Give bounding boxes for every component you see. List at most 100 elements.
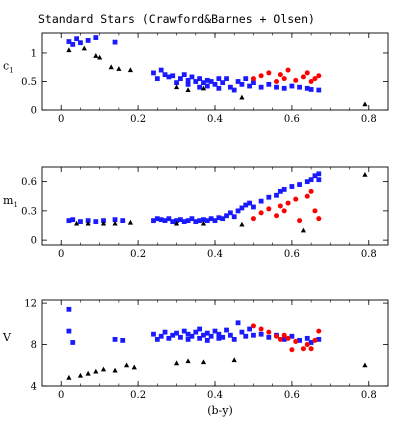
data-point-triangle: [100, 220, 107, 226]
y-axis-label: V: [2, 331, 12, 344]
data-point-circle: [258, 73, 264, 79]
data-point-square: [166, 216, 172, 222]
data-point-square: [239, 329, 245, 335]
data-point-square: [112, 336, 118, 342]
data-point-triangle: [185, 87, 191, 93]
y-tick-label: 12: [24, 299, 37, 310]
data-point-circle: [312, 76, 318, 82]
data-point-circle: [277, 336, 283, 342]
shared-x-axis-label: (b-y): [207, 404, 233, 417]
data-point-circle: [266, 70, 272, 76]
data-point-triangle: [77, 372, 84, 378]
data-point-square: [185, 331, 191, 337]
data-point-square: [235, 79, 241, 84]
data-point-square: [208, 216, 214, 222]
data-point-triangle: [108, 64, 114, 70]
data-point-circle: [277, 203, 283, 209]
data-point-square: [247, 83, 252, 89]
data-point-triangle: [200, 220, 207, 226]
x-tick-label: 0.6: [284, 114, 300, 125]
data-point-triangle: [362, 101, 368, 107]
data-point-square: [266, 81, 272, 87]
data-point-circle: [289, 347, 295, 353]
data-point-circle: [312, 208, 318, 214]
y-axis-label-main: V: [2, 331, 12, 344]
data-point-circle: [316, 328, 322, 334]
x-tick-label: 0.2: [130, 390, 146, 401]
data-point-triangle: [81, 45, 87, 51]
y-tick-label: 0.5: [21, 77, 37, 88]
data-point-triangle: [200, 359, 207, 365]
x-tick-label: 0: [58, 390, 64, 401]
data-point-circle: [293, 338, 299, 344]
data-point-square: [201, 217, 206, 223]
data-point-circle: [274, 213, 280, 219]
data-point-square: [162, 329, 168, 335]
x-tick-label: 0: [58, 249, 64, 260]
data-point-square: [247, 200, 252, 206]
data-point-square: [231, 214, 237, 220]
data-point-square: [224, 76, 229, 82]
data-point-square: [204, 218, 210, 224]
data-point-square: [93, 35, 99, 40]
data-point-square: [85, 218, 91, 224]
data-point-circle: [258, 210, 264, 216]
y-tick-label: 0: [31, 106, 37, 117]
data-point-square: [197, 76, 203, 82]
data-point-square: [208, 333, 214, 339]
data-point-square: [227, 84, 233, 90]
data-point-square: [204, 77, 210, 83]
data-point-square: [70, 42, 76, 47]
data-point-circle: [300, 74, 306, 80]
data-point-circle: [304, 70, 310, 76]
data-point-square: [112, 217, 118, 223]
data-point-square: [220, 80, 226, 86]
data-point-square: [170, 73, 176, 79]
data-point-square: [78, 219, 83, 224]
data-point-circle: [285, 200, 291, 206]
data-point-triangle: [97, 54, 103, 60]
data-point-square: [154, 76, 160, 82]
data-point-square: [304, 335, 310, 341]
data-point-square: [181, 219, 187, 224]
data-point-square: [178, 334, 183, 340]
y-axis-label: c1: [3, 60, 14, 75]
data-point-circle: [308, 346, 314, 352]
data-point-square: [181, 72, 187, 78]
data-point-square: [212, 328, 218, 334]
data-point-square: [178, 217, 183, 223]
data-point-square: [316, 336, 322, 342]
data-point-triangle: [231, 357, 237, 363]
data-point-square: [304, 85, 310, 91]
data-point-square: [251, 332, 256, 338]
data-point-square: [166, 74, 172, 80]
y-axis-label-sub: 1: [13, 201, 17, 209]
data-point-circle: [274, 333, 280, 339]
data-point-square: [258, 331, 264, 337]
x-tick-label: 0.6: [284, 249, 300, 260]
data-point-square: [193, 79, 199, 84]
data-point-square: [216, 76, 222, 82]
data-point-circle: [300, 346, 306, 352]
data-point-circle: [281, 76, 287, 82]
data-point-circle: [308, 78, 314, 84]
data-point-square: [281, 336, 287, 342]
data-point-square: [185, 218, 191, 224]
data-point-circle: [297, 218, 303, 224]
data-point-triangle: [66, 374, 72, 380]
data-point-square: [235, 208, 241, 214]
data-point-square: [216, 331, 222, 337]
data-point-square: [158, 333, 164, 339]
data-point-square: [204, 338, 210, 343]
data-point-circle: [304, 193, 310, 199]
data-point-square: [66, 328, 72, 334]
y-axis-label: m1: [3, 194, 18, 209]
data-point-square: [170, 219, 176, 224]
data-point-square: [189, 74, 195, 80]
data-point-circle: [258, 326, 264, 332]
data-point-square: [316, 177, 322, 183]
data-point-circle: [250, 76, 256, 82]
data-point-circle: [285, 335, 291, 341]
data-point-square: [212, 218, 218, 224]
data-point-square: [216, 215, 222, 221]
